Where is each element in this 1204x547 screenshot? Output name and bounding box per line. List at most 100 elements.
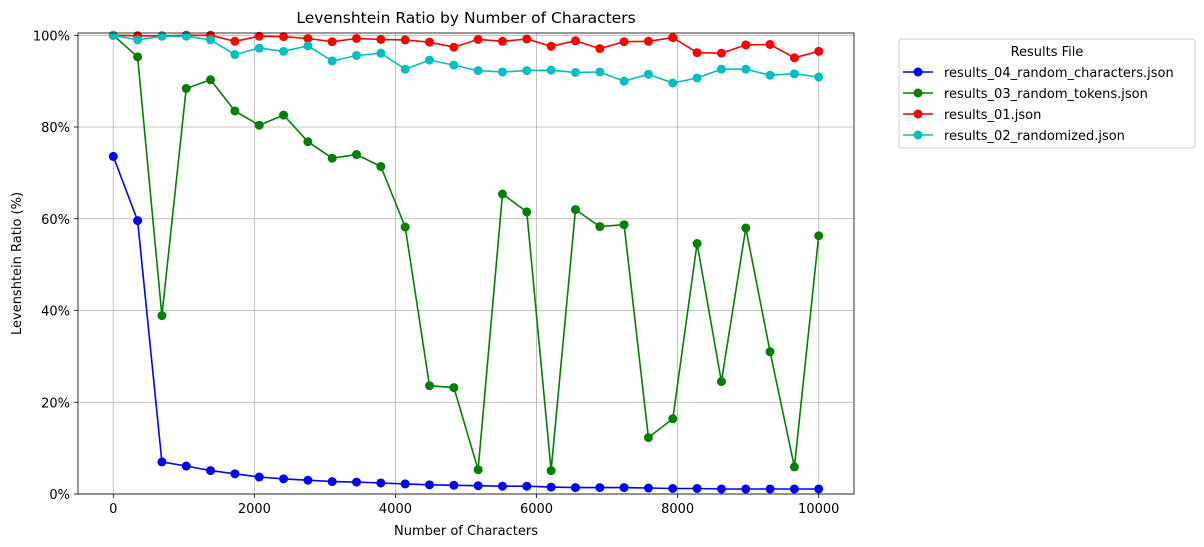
legend-label: results_01.json — [944, 108, 1041, 123]
data-point — [352, 50, 362, 60]
data-point — [108, 151, 118, 161]
data-point — [814, 231, 824, 241]
data-point — [206, 35, 216, 45]
data-point — [327, 477, 337, 487]
x-tick-label: 4000 — [379, 502, 412, 517]
data-point — [716, 64, 726, 74]
data-point — [327, 37, 337, 47]
x-tick-label: 10000 — [798, 502, 839, 517]
y-tick-label: 0% — [49, 488, 70, 503]
data-point — [327, 56, 337, 66]
data-point — [303, 475, 313, 485]
data-point — [157, 457, 167, 467]
plot-area — [78, 33, 854, 494]
legend-title: Results File — [1011, 45, 1084, 60]
data-point — [692, 73, 702, 83]
data-point — [376, 478, 386, 488]
legend-items: results_04_random_characters.jsonresults… — [903, 66, 1174, 144]
data-point — [181, 31, 191, 41]
data-point — [230, 36, 240, 46]
data-point — [376, 34, 386, 44]
series-group — [108, 30, 824, 476]
data-point — [570, 36, 580, 46]
data-point — [449, 383, 459, 393]
data-point — [741, 40, 751, 50]
data-point — [108, 30, 118, 40]
data-point — [619, 37, 629, 47]
data-point — [206, 75, 216, 85]
chart-title: Levenshtein Ratio by Number of Character… — [296, 9, 635, 27]
data-point — [230, 106, 240, 116]
data-point — [497, 36, 507, 46]
data-point — [133, 35, 143, 45]
data-point — [789, 69, 799, 79]
data-point — [400, 222, 410, 232]
data-point — [254, 120, 264, 130]
data-point — [716, 484, 726, 494]
legend-label: results_03_random_tokens.json — [944, 87, 1148, 102]
data-point — [643, 433, 653, 443]
data-point — [814, 46, 824, 56]
legend-frame — [898, 38, 1196, 149]
y-tick-label: 100% — [33, 29, 70, 44]
x-axis-label: Number of Characters — [394, 524, 538, 539]
plot-frame — [77, 32, 855, 495]
data-point — [400, 35, 410, 45]
data-point — [327, 153, 337, 163]
data-point — [619, 483, 629, 493]
data-point — [449, 480, 459, 490]
data-point — [279, 32, 289, 42]
data-point — [279, 474, 289, 484]
data-point — [619, 76, 629, 86]
legend-label: results_02_randomized.json — [944, 129, 1125, 144]
y-tick-label: 80% — [41, 121, 70, 136]
data-point — [181, 461, 191, 471]
data-point — [497, 481, 507, 491]
data-point — [765, 70, 775, 80]
data-point — [303, 34, 313, 44]
data-point — [522, 34, 532, 44]
data-point — [546, 65, 556, 75]
data-point — [230, 469, 240, 479]
data-point — [425, 37, 435, 47]
legend-item: results_03_random_tokens.json — [903, 87, 1148, 102]
data-point — [206, 466, 216, 476]
data-point — [279, 46, 289, 56]
y-tick-label: 60% — [41, 213, 70, 228]
data-point — [619, 220, 629, 230]
data-point — [692, 483, 702, 493]
data-point — [473, 481, 483, 491]
legend-item: results_04_random_characters.json — [903, 66, 1174, 81]
y-axis-ticks: 0% 20% 40% 60% 80% 100% — [33, 29, 78, 503]
data-point — [814, 72, 824, 82]
data-point — [668, 414, 678, 424]
data-point — [741, 484, 751, 494]
data-point — [133, 52, 143, 62]
data-point — [425, 480, 435, 490]
data-point — [741, 64, 751, 74]
legend-swatch-marker — [913, 130, 923, 140]
data-point — [692, 239, 702, 249]
data-point — [595, 483, 605, 493]
data-point — [522, 481, 532, 491]
y-tick-label: 40% — [41, 305, 70, 320]
data-point — [716, 377, 726, 387]
data-point — [546, 482, 556, 492]
series-layer — [108, 30, 824, 494]
data-point — [522, 66, 532, 76]
legend-swatch-marker — [913, 67, 923, 77]
data-point — [376, 48, 386, 58]
data-point — [570, 67, 580, 77]
x-axis-ticks: 0 2000 4000 6000 8000 10000 — [109, 494, 839, 517]
data-point — [352, 150, 362, 160]
data-point — [279, 110, 289, 120]
data-point — [352, 477, 362, 487]
data-point — [546, 466, 556, 476]
x-tick-label: 6000 — [520, 502, 553, 517]
data-point — [303, 137, 313, 147]
data-point — [352, 34, 362, 44]
data-point — [643, 483, 653, 493]
data-point — [765, 347, 775, 357]
legend-swatch-marker — [913, 109, 923, 119]
